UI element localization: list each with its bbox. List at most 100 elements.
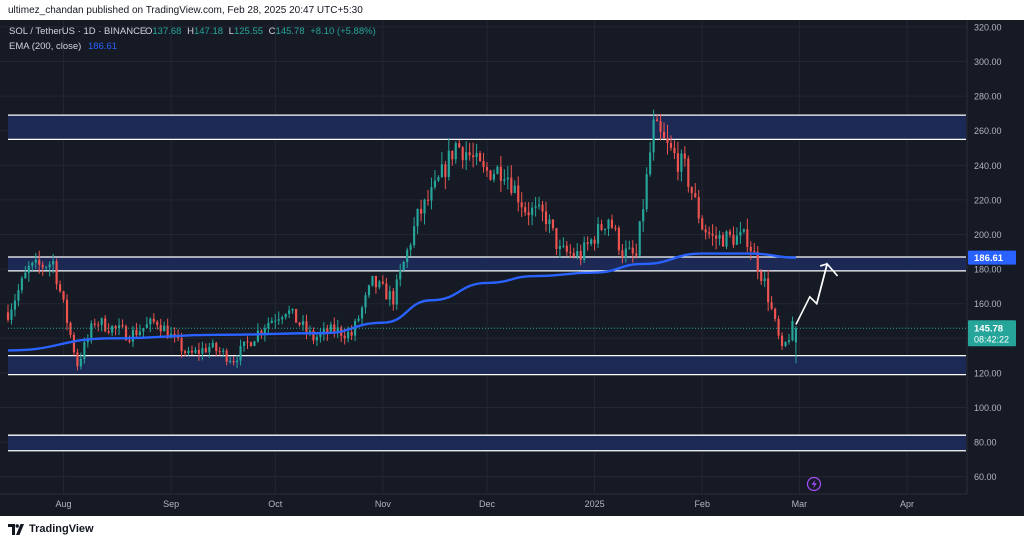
ema-label: EMA (200, close) bbox=[9, 41, 81, 52]
candle-body bbox=[510, 177, 513, 193]
legend: SOL / TetherUS · 1D · BINANCE O137.68 H1… bbox=[9, 26, 376, 52]
candle bbox=[485, 162, 489, 177]
candle-body bbox=[399, 270, 402, 280]
projection-arrow-group bbox=[795, 262, 839, 325]
candle-body bbox=[322, 328, 325, 334]
candle-body bbox=[544, 211, 548, 225]
candle-body bbox=[701, 218, 704, 230]
candle bbox=[753, 243, 756, 253]
candle-body bbox=[138, 331, 141, 336]
price-chart[interactable]: 60.0080.00100.00120.00140.00160.00180.00… bbox=[0, 20, 1024, 516]
candle-body bbox=[666, 138, 669, 144]
candle bbox=[399, 263, 402, 287]
candle-body bbox=[534, 206, 537, 208]
candle-body bbox=[236, 360, 239, 363]
candle-body bbox=[381, 281, 384, 284]
time-axis[interactable]: Aug Sep Oct Nov Dec 2025 Feb Mar Apr bbox=[0, 493, 967, 509]
candle bbox=[381, 275, 384, 286]
candle bbox=[13, 293, 17, 317]
candle-body bbox=[100, 318, 103, 325]
legend-ema[interactable]: EMA (200, close) 186.61 bbox=[9, 41, 117, 52]
candle bbox=[433, 170, 437, 190]
candle-body bbox=[593, 239, 596, 244]
candle-body bbox=[350, 331, 353, 336]
chart-pane[interactable]: 60.0080.00100.00120.00140.00160.00180.00… bbox=[0, 20, 1024, 516]
lightning-icon[interactable] bbox=[806, 476, 822, 492]
brand-footer[interactable]: TradingView bbox=[8, 521, 94, 537]
candle bbox=[708, 226, 711, 239]
candle-body bbox=[156, 321, 159, 326]
candle bbox=[426, 189, 430, 206]
candle-body bbox=[562, 245, 565, 247]
low-value: 125.55 bbox=[234, 26, 263, 37]
candle bbox=[680, 149, 683, 182]
candle bbox=[270, 317, 273, 324]
candle bbox=[263, 324, 266, 342]
candle bbox=[315, 332, 318, 346]
candle bbox=[728, 229, 732, 238]
candle bbox=[770, 296, 773, 311]
candle bbox=[520, 192, 523, 217]
candle-body bbox=[586, 242, 589, 244]
candle bbox=[222, 348, 225, 358]
candle-body bbox=[52, 261, 55, 265]
candle bbox=[704, 224, 707, 240]
time-tick-label: Oct bbox=[268, 499, 283, 509]
candle-body bbox=[267, 322, 270, 329]
candle-body bbox=[308, 330, 312, 332]
candle-body bbox=[732, 234, 735, 245]
candle-body bbox=[506, 177, 509, 180]
candle-body bbox=[715, 235, 718, 239]
candle-body bbox=[183, 351, 187, 354]
candle bbox=[253, 340, 256, 347]
candle-body bbox=[711, 233, 714, 236]
candle bbox=[749, 241, 752, 260]
candle-body bbox=[499, 166, 502, 181]
candle-body bbox=[131, 329, 135, 342]
candle-body bbox=[642, 209, 645, 222]
candle bbox=[662, 122, 666, 139]
candle bbox=[236, 355, 239, 369]
candle-body bbox=[374, 275, 378, 288]
candle bbox=[746, 218, 749, 252]
candle-body bbox=[742, 229, 745, 232]
candle bbox=[69, 321, 72, 339]
candle-body bbox=[454, 143, 457, 160]
candle-body bbox=[406, 249, 409, 262]
candle bbox=[409, 242, 412, 257]
candle bbox=[360, 305, 364, 327]
candle bbox=[336, 319, 339, 339]
ema-line-group bbox=[7, 252, 796, 352]
candle-body bbox=[298, 322, 301, 325]
candle bbox=[378, 280, 381, 290]
candle-body bbox=[104, 318, 107, 332]
candle-body bbox=[215, 342, 218, 352]
candle-body bbox=[121, 325, 124, 327]
candle bbox=[114, 324, 117, 336]
candle bbox=[20, 275, 23, 294]
candle-body bbox=[572, 252, 575, 257]
candle bbox=[506, 166, 509, 190]
candle bbox=[735, 227, 738, 246]
support-resistance-zones bbox=[8, 114, 966, 452]
candle-body bbox=[343, 335, 346, 339]
candle bbox=[201, 341, 204, 361]
candle bbox=[364, 292, 367, 314]
candle bbox=[524, 201, 527, 216]
candle-body bbox=[93, 323, 96, 325]
candle-body bbox=[426, 199, 430, 201]
candle-body bbox=[461, 147, 464, 161]
candle-body bbox=[687, 158, 690, 187]
candle-body bbox=[253, 341, 256, 347]
candle-body bbox=[749, 246, 752, 252]
candle-body bbox=[347, 331, 350, 339]
tradingview-logo-icon bbox=[8, 523, 24, 535]
candle bbox=[666, 124, 669, 155]
candle-body bbox=[735, 235, 738, 245]
time-tick-label: Aug bbox=[56, 499, 72, 509]
candle bbox=[357, 315, 360, 323]
candle bbox=[628, 240, 631, 250]
legend-symbol[interactable]: SOL / TetherUS · 1D · BINANCE bbox=[9, 26, 146, 37]
candle bbox=[38, 250, 41, 274]
candle bbox=[437, 175, 440, 183]
